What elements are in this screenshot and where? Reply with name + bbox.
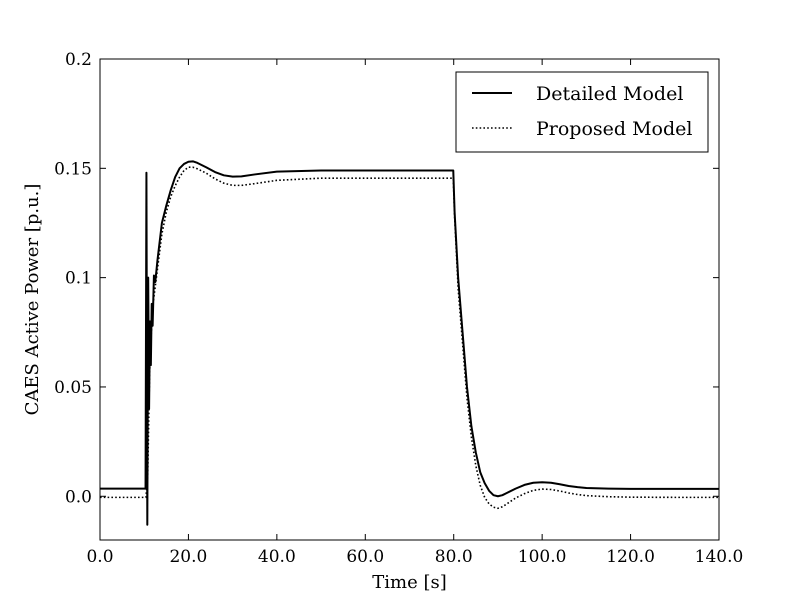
y-tick-label: 0.05	[54, 378, 92, 398]
x-axis-label: Time [s]	[372, 572, 447, 593]
legend-label-proposed-model: Proposed Model	[536, 118, 692, 140]
y-tick-label: 0.15	[54, 159, 92, 179]
y-tick-label: 0.0	[65, 487, 92, 507]
legend-label-detailed-model: Detailed Model	[536, 83, 683, 105]
x-tick-label: 60.0	[346, 547, 384, 567]
legend-box	[455, 71, 709, 153]
plot-frame	[99, 58, 720, 541]
x-tick-label: 20.0	[169, 547, 207, 567]
y-axis-label: CAES Active Power [p.u.]	[22, 184, 43, 416]
ticks-layer: 0.0 20.0 40.0 60.0 80.0 100.0 120.0 140.0 0.0 0.0…	[54, 50, 743, 567]
x-tick-label: 40.0	[258, 547, 296, 567]
legend: Detailed Model Proposed Model	[455, 71, 709, 153]
x-tick-label: 80.0	[435, 547, 473, 567]
series-line-detailed-model	[100, 160, 719, 526]
x-tick-label: 140.0	[695, 547, 744, 567]
y-tick-label: 0.1	[65, 269, 92, 289]
series-layer	[100, 160, 719, 526]
x-tick-label: 100.0	[518, 547, 567, 567]
y-tick-label: 0.2	[65, 50, 92, 70]
x-tick-label: 120.0	[606, 547, 655, 567]
x-tick-label: 0.0	[86, 547, 113, 567]
series-line-proposed-model	[100, 166, 719, 510]
